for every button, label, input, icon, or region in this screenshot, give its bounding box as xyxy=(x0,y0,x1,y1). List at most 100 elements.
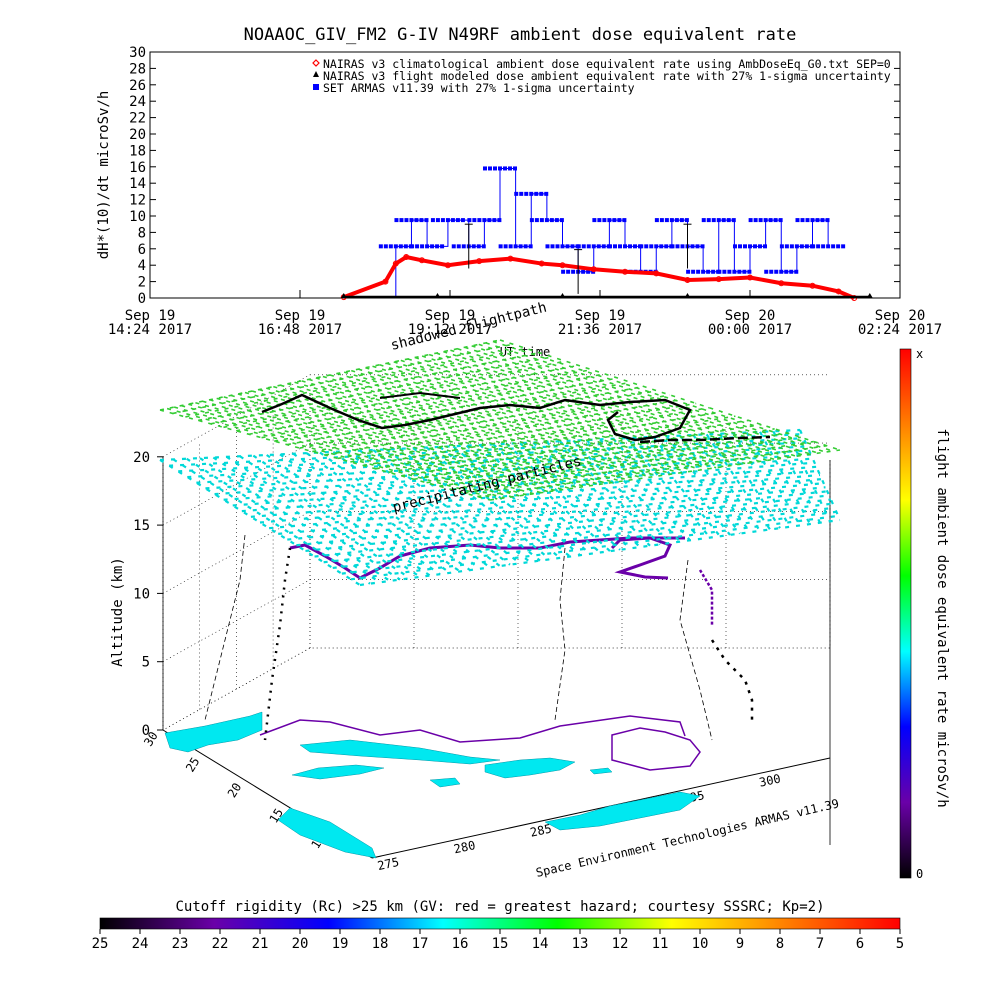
x-tick-label-time: 00:00 2017 xyxy=(708,322,792,338)
armas-point xyxy=(414,218,419,223)
legend-marker xyxy=(313,71,319,77)
armas-point xyxy=(706,269,711,274)
particle-grid-line xyxy=(559,440,661,546)
armas-point xyxy=(586,269,591,274)
nairas-climatological-point xyxy=(747,274,753,281)
nairas-flight-point xyxy=(684,293,691,298)
rigidity-tick-label: 9 xyxy=(736,936,744,952)
nairas-climatological-point xyxy=(559,262,566,269)
particle-grid-line xyxy=(479,444,601,554)
y-tick-label: 26 xyxy=(129,78,146,94)
particle-grid-line xyxy=(451,436,801,491)
armas-point xyxy=(680,244,685,249)
particle-grid-line xyxy=(173,406,505,499)
armas-point xyxy=(398,244,403,249)
armas-point xyxy=(742,269,747,274)
armas-point xyxy=(388,244,393,249)
particle-grid-line xyxy=(280,384,615,484)
y-tick-label: 16 xyxy=(129,160,146,176)
armas-point xyxy=(748,218,753,223)
armas-point xyxy=(774,269,779,274)
particle-grid-line xyxy=(299,385,644,449)
armas-point xyxy=(773,218,778,223)
armas-point xyxy=(727,269,732,274)
armas-point xyxy=(467,218,472,223)
armas-point xyxy=(623,244,627,249)
armas-point xyxy=(403,244,408,249)
top-series xyxy=(340,166,873,301)
armas-point xyxy=(664,244,669,249)
y-tick-label: 6 xyxy=(138,242,146,258)
armas-point xyxy=(544,191,549,196)
armas-point xyxy=(597,218,602,223)
armas-point xyxy=(461,244,466,249)
armas-point xyxy=(570,244,575,249)
armas-point xyxy=(519,191,524,196)
x-tick-label-date: Sep 20 xyxy=(875,308,926,324)
particle-grid-line xyxy=(314,498,832,558)
armas-point xyxy=(445,218,450,223)
armas-point xyxy=(821,244,826,249)
armas-point xyxy=(440,218,445,223)
y-tick-label: 0 xyxy=(138,291,146,307)
top-y-axis-label: dH*(10)/dt microSv/h xyxy=(96,91,112,260)
armas-point xyxy=(753,218,758,223)
armas-point xyxy=(425,244,430,249)
y-tick-label: 24 xyxy=(129,94,146,110)
particle-grid-line xyxy=(315,377,651,478)
lon-tick-label: 300 xyxy=(758,771,782,789)
armas-point xyxy=(435,244,440,249)
armas-point xyxy=(534,218,539,223)
armas-point xyxy=(435,218,440,223)
particle-grid-line xyxy=(266,387,600,486)
armas-point xyxy=(586,244,591,249)
panel-3d: 051015203025201510275280285290295300 xyxy=(110,300,842,880)
particle-grid-line xyxy=(322,375,658,477)
rigidity-tick-label: 14 xyxy=(532,936,549,952)
armas-point xyxy=(393,244,398,249)
armas-point xyxy=(596,244,601,249)
armas-point xyxy=(684,218,689,223)
floor-frame xyxy=(162,729,831,859)
armas-point xyxy=(613,244,617,249)
armas-point xyxy=(576,244,581,249)
armas-point xyxy=(592,218,597,223)
armas-point xyxy=(701,218,706,223)
armas-point xyxy=(794,269,799,274)
particle-grid-line xyxy=(705,433,771,531)
lat-tick-label: 20 xyxy=(225,780,245,800)
nairas-climatological-point xyxy=(715,276,722,283)
lat-tick-label: 25 xyxy=(183,755,203,775)
particle-grid-line xyxy=(351,369,688,473)
armas-point xyxy=(836,244,841,249)
particle-grid-line xyxy=(223,360,566,429)
particle-grid-line xyxy=(388,415,736,474)
armas-point xyxy=(726,218,731,223)
x-tick-label-date: Sep 19 xyxy=(425,308,476,324)
armas-point xyxy=(481,244,486,249)
armas-point xyxy=(524,191,529,196)
armas-point xyxy=(644,244,649,249)
armas-point xyxy=(733,244,737,249)
particle-grid-line xyxy=(665,435,741,535)
armas-point xyxy=(618,244,622,249)
floor-flightpath xyxy=(259,715,701,771)
armas-point xyxy=(451,244,456,249)
rigidity-tick-label: 11 xyxy=(652,936,669,952)
armas-point xyxy=(820,218,825,223)
rigidity-tick-label: 24 xyxy=(132,936,149,952)
armas-point xyxy=(779,269,784,274)
armas-point xyxy=(701,269,706,274)
precipitating-particles-grid xyxy=(159,339,842,587)
armas-point xyxy=(539,191,544,196)
colorbar-top-label: x xyxy=(916,347,923,361)
particle-grid-line xyxy=(292,452,461,573)
z-tick-label: 20 xyxy=(133,450,150,466)
armas-point xyxy=(544,218,549,223)
nairas-climatological-point xyxy=(778,280,785,287)
particle-grid-line xyxy=(216,397,549,493)
armas-point xyxy=(639,244,644,249)
armas-point xyxy=(410,244,415,249)
armas-point xyxy=(602,218,607,223)
x-tick-label-date: Sep 20 xyxy=(725,308,776,324)
